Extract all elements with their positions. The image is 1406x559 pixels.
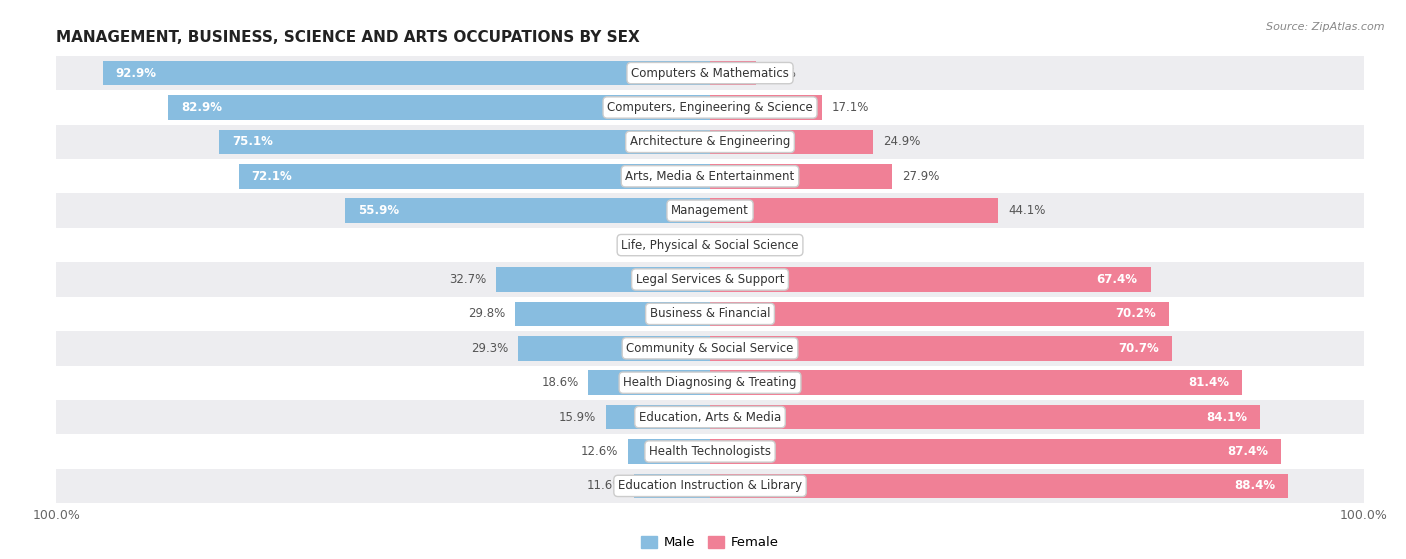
Text: 70.2%: 70.2% — [1115, 307, 1156, 320]
Bar — [515, 301, 710, 326]
Text: Legal Services & Support: Legal Services & Support — [636, 273, 785, 286]
Text: 15.9%: 15.9% — [560, 411, 596, 424]
Bar — [56, 228, 1364, 262]
Bar — [169, 95, 710, 120]
Bar — [56, 125, 1364, 159]
Bar — [710, 61, 756, 86]
Text: 87.4%: 87.4% — [1227, 445, 1268, 458]
Bar — [710, 473, 1288, 498]
Text: 11.6%: 11.6% — [588, 480, 624, 492]
Text: 88.4%: 88.4% — [1234, 480, 1275, 492]
Text: 18.6%: 18.6% — [541, 376, 579, 389]
Bar — [56, 262, 1364, 297]
Bar — [519, 336, 710, 361]
Text: 12.6%: 12.6% — [581, 445, 617, 458]
Bar — [627, 439, 710, 464]
Text: Education Instruction & Library: Education Instruction & Library — [619, 480, 801, 492]
Text: 29.8%: 29.8% — [468, 307, 505, 320]
Bar — [496, 267, 710, 292]
Text: Education, Arts & Media: Education, Arts & Media — [638, 411, 782, 424]
Bar — [103, 61, 710, 86]
Text: Health Diagnosing & Treating: Health Diagnosing & Treating — [623, 376, 797, 389]
Bar — [606, 405, 710, 429]
Text: Health Technologists: Health Technologists — [650, 445, 770, 458]
Bar — [56, 468, 1364, 503]
Bar — [219, 130, 710, 154]
Bar — [710, 439, 1281, 464]
Bar — [710, 405, 1260, 429]
Bar — [56, 159, 1364, 193]
Text: 29.3%: 29.3% — [471, 342, 509, 355]
Text: 70.7%: 70.7% — [1118, 342, 1159, 355]
Text: Architecture & Engineering: Architecture & Engineering — [630, 135, 790, 148]
Text: 7.1%: 7.1% — [766, 67, 796, 79]
Text: 0.0%: 0.0% — [720, 239, 749, 252]
Bar — [56, 366, 1364, 400]
Text: 24.9%: 24.9% — [883, 135, 920, 148]
Bar — [710, 198, 998, 223]
Text: 0.0%: 0.0% — [671, 239, 700, 252]
Bar — [56, 400, 1364, 434]
Bar — [710, 301, 1168, 326]
Text: 17.1%: 17.1% — [831, 101, 869, 114]
Bar — [710, 164, 893, 189]
Text: Computers, Engineering & Science: Computers, Engineering & Science — [607, 101, 813, 114]
Text: Source: ZipAtlas.com: Source: ZipAtlas.com — [1267, 22, 1385, 32]
Bar — [56, 297, 1364, 331]
Bar — [710, 130, 873, 154]
Text: 67.4%: 67.4% — [1097, 273, 1137, 286]
Bar — [56, 56, 1364, 91]
Bar — [710, 95, 823, 120]
Text: Community & Social Service: Community & Social Service — [626, 342, 794, 355]
Text: 75.1%: 75.1% — [232, 135, 273, 148]
Text: Computers & Mathematics: Computers & Mathematics — [631, 67, 789, 79]
Bar — [56, 91, 1364, 125]
Bar — [56, 434, 1364, 468]
Text: 55.9%: 55.9% — [357, 204, 399, 217]
Text: 92.9%: 92.9% — [115, 67, 156, 79]
Bar — [56, 193, 1364, 228]
Bar — [710, 370, 1243, 395]
Bar — [56, 331, 1364, 366]
Bar — [634, 473, 710, 498]
Bar — [239, 164, 710, 189]
Bar — [710, 336, 1173, 361]
Text: 72.1%: 72.1% — [252, 170, 292, 183]
Text: Business & Financial: Business & Financial — [650, 307, 770, 320]
Text: 84.1%: 84.1% — [1206, 411, 1247, 424]
Text: MANAGEMENT, BUSINESS, SCIENCE AND ARTS OCCUPATIONS BY SEX: MANAGEMENT, BUSINESS, SCIENCE AND ARTS O… — [56, 30, 640, 45]
Text: Management: Management — [671, 204, 749, 217]
Text: 82.9%: 82.9% — [181, 101, 222, 114]
Bar — [589, 370, 710, 395]
Text: 32.7%: 32.7% — [449, 273, 486, 286]
Text: 81.4%: 81.4% — [1188, 376, 1229, 389]
Text: Life, Physical & Social Science: Life, Physical & Social Science — [621, 239, 799, 252]
Bar — [710, 267, 1150, 292]
Text: Arts, Media & Entertainment: Arts, Media & Entertainment — [626, 170, 794, 183]
Legend: Male, Female: Male, Female — [636, 530, 785, 555]
Bar — [344, 198, 710, 223]
Text: 27.9%: 27.9% — [903, 170, 939, 183]
Text: 44.1%: 44.1% — [1008, 204, 1046, 217]
